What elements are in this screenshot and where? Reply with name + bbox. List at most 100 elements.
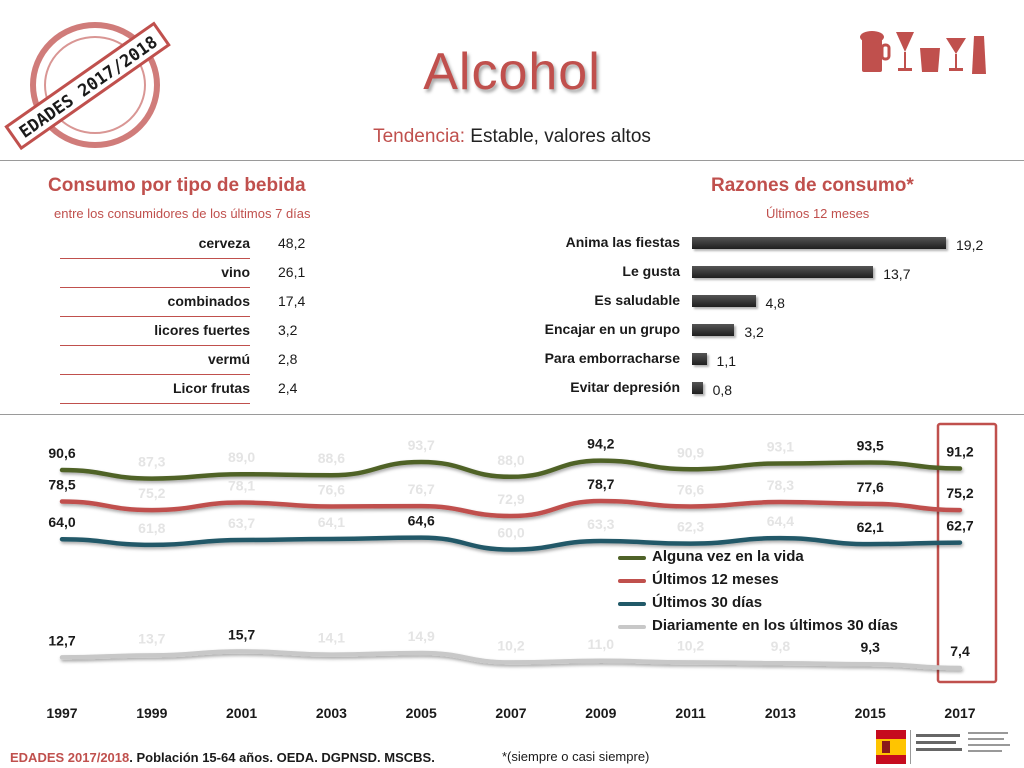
data-label: 77,6 <box>857 479 884 495</box>
data-label: 75,2 <box>138 485 165 501</box>
legend-swatch <box>618 602 646 606</box>
data-label: 9,8 <box>771 638 791 654</box>
series-line <box>59 498 963 519</box>
drink-divider <box>60 316 250 317</box>
data-label: 72,9 <box>497 491 524 507</box>
drink-label: vino <box>221 264 250 280</box>
x-tick-label: 1999 <box>136 705 167 721</box>
data-label: 64,1 <box>318 514 345 530</box>
drink-row: vino 26,1 <box>60 260 360 288</box>
data-label: 13,7 <box>138 630 165 646</box>
reason-label: Evitar depresión <box>570 379 680 395</box>
data-label: 93,1 <box>767 439 794 455</box>
data-label: 62,7 <box>946 518 973 534</box>
drink-row: vermú 2,8 <box>60 347 360 375</box>
reason-value: 3,2 <box>744 324 764 340</box>
reason-label: Para emborracharse <box>544 350 680 366</box>
reasons-title: Razones de consumo* <box>711 175 914 196</box>
data-label: 64,0 <box>48 514 75 530</box>
reason-value: 13,7 <box>883 266 911 282</box>
source-red: EDADES 2017/2018 <box>10 750 130 765</box>
reason-value: 1,1 <box>716 353 737 369</box>
footnote: *(siempre o casi siempre) <box>502 749 650 764</box>
edades-stamp: EDADES 2017/2018 <box>4 21 171 151</box>
data-label: 10,2 <box>497 637 524 653</box>
data-label: 89,0 <box>228 449 255 465</box>
data-label: 15,7 <box>228 626 255 642</box>
drink-value: 3,2 <box>278 322 298 338</box>
x-tick-label: 2013 <box>765 705 796 721</box>
data-label: 64,6 <box>408 513 435 529</box>
legend-swatch <box>618 625 646 629</box>
reason-label: Anima las fiestas <box>565 234 680 250</box>
x-tick-label: 2017 <box>944 705 975 721</box>
drink-divider <box>60 287 250 288</box>
source-footer: EDADES 2017/2018. Población 15-64 años. … <box>10 750 435 765</box>
source-rest: . Población 15-64 años. OEDA. DGPNSD. MS… <box>129 750 435 765</box>
series-line <box>59 458 963 481</box>
data-label: 76,6 <box>677 481 704 497</box>
reason-bar <box>692 382 703 394</box>
x-tick-label: 2011 <box>675 705 706 721</box>
highlight-2017-box <box>936 422 998 684</box>
x-tick-label: 2001 <box>226 705 257 721</box>
data-label: 91,2 <box>946 443 973 459</box>
drink-divider <box>60 345 250 346</box>
data-label: 14,1 <box>318 630 345 646</box>
subtitle-lead: Tendencia: <box>373 126 466 147</box>
reason-bar <box>692 237 946 249</box>
reason-bar <box>692 295 756 307</box>
drink-divider <box>60 403 250 404</box>
subtitle-text: Estable, valores altos <box>465 126 651 147</box>
data-label: 88,0 <box>497 452 524 468</box>
data-label: 87,3 <box>138 454 165 470</box>
legend-label: Últimos 12 meses <box>652 571 779 588</box>
page-title: Alcohol <box>423 43 601 101</box>
data-label: 93,7 <box>408 437 435 453</box>
reason-label: Le gusta <box>622 263 680 279</box>
drink-row: combinados 17,4 <box>60 289 360 317</box>
drink-value: 17,4 <box>278 293 306 309</box>
drink-row: licores fuertes 3,2 <box>60 318 360 346</box>
drink-divider <box>60 258 250 259</box>
data-label: 9,3 <box>860 639 880 655</box>
data-label: 90,6 <box>48 445 75 461</box>
data-label: 62,3 <box>677 519 704 535</box>
reason-label: Encajar en un grupo <box>544 321 680 337</box>
drink-label: vermú <box>207 351 250 367</box>
data-label: 7,4 <box>950 643 970 659</box>
drink-label: cerveza <box>198 235 250 251</box>
ministry-logo <box>876 730 1010 764</box>
data-label: 93,5 <box>857 438 884 454</box>
x-tick-label: 2009 <box>585 705 616 721</box>
reasons-subtitle: Últimos 12 meses <box>766 206 870 221</box>
data-label: 11,0 <box>588 636 615 652</box>
drink-label: licores fuertes <box>154 322 250 338</box>
data-label: 78,3 <box>767 477 794 493</box>
page-subtitle: Tendencia: Estable, valores altos <box>0 126 1024 148</box>
series-line <box>59 649 963 671</box>
x-tick-label: 1997 <box>46 705 77 721</box>
x-tick-label: 2003 <box>316 705 347 721</box>
reason-value: 0,8 <box>712 382 733 398</box>
reason-bar <box>692 353 707 365</box>
x-tick-label: 2005 <box>406 705 437 721</box>
drinks-title: Consumo por tipo de bebida <box>48 175 306 196</box>
data-label: 63,3 <box>587 516 614 532</box>
data-label: 78,1 <box>228 478 255 494</box>
reason-label: Es saludable <box>594 292 680 308</box>
data-label: 90,9 <box>677 444 704 460</box>
data-label: 76,6 <box>318 481 345 497</box>
drink-label: combinados <box>167 293 250 309</box>
reason-value: 4,8 <box>765 295 785 311</box>
data-label: 64,4 <box>767 513 794 529</box>
chart-divider <box>0 414 1024 415</box>
data-label: 88,6 <box>318 450 345 466</box>
data-label: 61,8 <box>138 520 165 536</box>
reason-bar <box>692 266 874 278</box>
data-label: 62,1 <box>857 519 884 535</box>
drink-row: cerveza 48,2 <box>60 231 360 259</box>
data-label: 78,5 <box>48 477 75 493</box>
header-divider <box>0 160 1024 161</box>
drink-value: 2,4 <box>278 380 298 396</box>
